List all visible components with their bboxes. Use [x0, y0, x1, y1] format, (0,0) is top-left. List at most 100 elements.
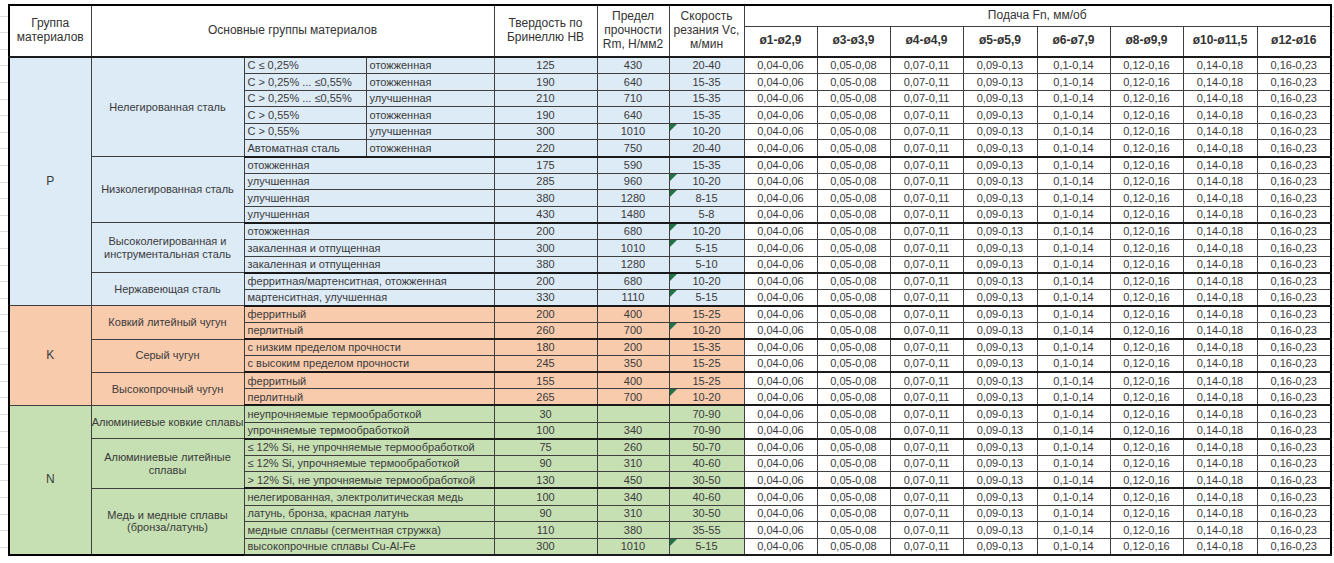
feed-cell: 0,1-0,14: [1037, 107, 1110, 124]
feed-cell: 0,16-0,23: [1257, 455, 1331, 472]
feed-cell: 0,14-0,18: [1183, 405, 1257, 422]
hardness-cell: 210: [494, 90, 597, 107]
hardness-cell: 300: [494, 240, 597, 257]
feed-cell: 0,05-0,08: [817, 538, 890, 555]
feed-cell: 0,09-0,13: [963, 356, 1037, 373]
feed-cell: 0,09-0,13: [963, 90, 1037, 107]
feed-cell: 0,1-0,14: [1037, 140, 1110, 157]
feed-cell: 0,14-0,18: [1183, 522, 1257, 539]
feed-cell: 0,12-0,16: [1110, 522, 1183, 539]
feed-cell: 0,04-0,06: [744, 206, 817, 223]
feed-cell: 0,14-0,18: [1183, 173, 1257, 190]
feed-cell: 0,09-0,13: [963, 157, 1037, 174]
feed-cell: 0,16-0,23: [1257, 439, 1331, 456]
feed-cell: 0,12-0,16: [1110, 140, 1183, 157]
feed-cell: 0,09-0,13: [963, 140, 1037, 157]
feed-cell: 0,1-0,14: [1037, 123, 1110, 140]
condition-cell: ферритная/мартенситная, отожженная: [244, 273, 494, 290]
cutting-speed-cell: 5-15: [669, 240, 744, 257]
feed-cell: 0,16-0,23: [1257, 488, 1331, 505]
feed-cell: 0,16-0,23: [1257, 173, 1331, 190]
feed-cell: 0,14-0,18: [1183, 389, 1257, 406]
subgroup-name-cell: Алюминиевые литейные сплавы: [91, 439, 244, 489]
feed-cell: 0,16-0,23: [1257, 289, 1331, 306]
note-flag-icon: [670, 190, 677, 197]
cutting-speed-cell: 5-15: [669, 538, 744, 555]
cutting-speed-cell: 10-20: [669, 323, 744, 340]
strength-cell: 680: [597, 223, 669, 240]
feed-cell: 0,07-0,11: [890, 306, 963, 323]
feed-cell: 0,04-0,06: [744, 538, 817, 555]
cutting-speed-cell: 10-20: [669, 123, 744, 140]
feed-cell: 0,14-0,18: [1183, 505, 1257, 522]
feed-cell: 0,12-0,16: [1110, 422, 1183, 439]
hardness-cell: 190: [494, 107, 597, 124]
cutting-speed-cell: 10-20: [669, 273, 744, 290]
feed-cell: 0,09-0,13: [963, 505, 1037, 522]
condition-state-cell: улучшенная: [366, 90, 494, 107]
hardness-cell: 200: [494, 223, 597, 240]
feed-cell: 0,12-0,16: [1110, 389, 1183, 406]
feed-cell: 0,12-0,16: [1110, 256, 1183, 273]
strength-cell: 640: [597, 74, 669, 91]
feed-cell: 0,1-0,14: [1037, 488, 1110, 505]
subgroup-name-cell: Серый чугун: [91, 339, 244, 372]
condition-cell: высокопрочные сплавы Cu-Al-Fe: [244, 538, 494, 555]
table-body: PНелегированная стальC ≤ 0,25%отожженная…: [9, 57, 1331, 555]
feed-cell: 0,1-0,14: [1037, 74, 1110, 91]
condition-state-cell: отожженная: [366, 140, 494, 157]
table-row: Нержавеющая стальферритная/мартенситная,…: [9, 273, 1331, 290]
feed-cell: 0,16-0,23: [1257, 256, 1331, 273]
cutting-speed-cell: 50-70: [669, 439, 744, 456]
feed-cell: 0,04-0,06: [744, 339, 817, 356]
feed-cell: 0,16-0,23: [1257, 422, 1331, 439]
feed-cell: 0,1-0,14: [1037, 206, 1110, 223]
feed-cell: 0,16-0,23: [1257, 240, 1331, 257]
feed-cell: 0,16-0,23: [1257, 306, 1331, 323]
table-row: Серый чугунс низким пределом прочности18…: [9, 339, 1331, 356]
cutting-speed-cell: 10-20: [669, 173, 744, 190]
cutting-speed-cell: 70-90: [669, 405, 744, 422]
feed-cell: 0,1-0,14: [1037, 157, 1110, 174]
feed-cell: 0,09-0,13: [963, 173, 1037, 190]
cutting-speed-cell: 15-25: [669, 372, 744, 389]
cutting-speed-cell: 35-55: [669, 522, 744, 539]
table-row: Низколегированная стальотожженная1755901…: [9, 157, 1331, 174]
strength-cell: 400: [597, 306, 669, 323]
condition-cell: ≤ 12% Si, не упрочняемые термообработкой: [244, 439, 494, 456]
header-feed-diameter: ø4-ø4,9: [890, 26, 963, 57]
feed-cell: 0,09-0,13: [963, 190, 1037, 207]
feed-cell: 0,04-0,06: [744, 488, 817, 505]
feed-cell: 0,16-0,23: [1257, 206, 1331, 223]
feed-cell: 0,14-0,18: [1183, 289, 1257, 306]
subgroup-name-cell: Медь и медные сплавы (бронза/латунь): [91, 488, 244, 554]
feed-cell: 0,04-0,06: [744, 422, 817, 439]
header-feed-title: Подача Fn, мм/об: [744, 5, 1331, 26]
hardness-cell: 380: [494, 256, 597, 273]
note-flag-icon: [670, 240, 677, 247]
hardness-cell: 285: [494, 173, 597, 190]
feed-cell: 0,05-0,08: [817, 107, 890, 124]
feed-cell: 0,1-0,14: [1037, 273, 1110, 290]
condition-cell: > 12% Si, не упрочняемые термообработкой: [244, 472, 494, 489]
condition-cell: упрочняемые термообработкой: [244, 422, 494, 439]
hardness-cell: 100: [494, 422, 597, 439]
feed-cell: 0,16-0,23: [1257, 339, 1331, 356]
feed-cell: 0,07-0,11: [890, 405, 963, 422]
hardness-cell: 330: [494, 289, 597, 306]
header-feed-diameter: ø12-ø16: [1257, 26, 1331, 57]
feed-cell: 0,04-0,06: [744, 157, 817, 174]
feed-cell: 0,09-0,13: [963, 488, 1037, 505]
cutting-speed-cell: 20-40: [669, 140, 744, 157]
header-feed-diameter: ø3-ø3,9: [817, 26, 890, 57]
feed-cell: 0,04-0,06: [744, 223, 817, 240]
feed-cell: 0,1-0,14: [1037, 240, 1110, 257]
feed-cell: 0,05-0,08: [817, 273, 890, 290]
feed-cell: 0,09-0,13: [963, 107, 1037, 124]
feed-cell: 0,12-0,16: [1110, 488, 1183, 505]
feed-cell: 0,1-0,14: [1037, 472, 1110, 489]
hardness-cell: 30: [494, 405, 597, 422]
feed-cell: 0,1-0,14: [1037, 372, 1110, 389]
feed-cell: 0,04-0,06: [744, 289, 817, 306]
feed-cell: 0,12-0,16: [1110, 339, 1183, 356]
